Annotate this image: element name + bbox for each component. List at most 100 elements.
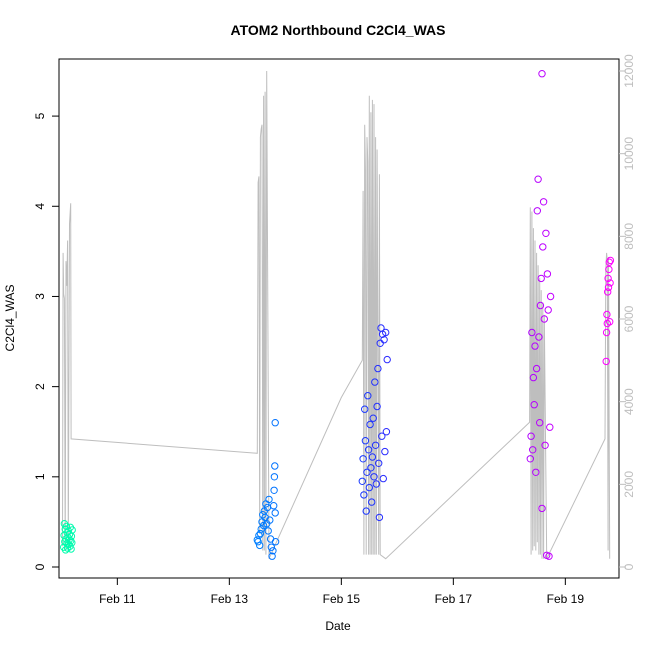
data-point: [535, 333, 543, 341]
y-tick-label: 1: [33, 473, 47, 480]
data-point: [604, 288, 612, 296]
data-point: [373, 402, 381, 411]
data-point: [364, 446, 373, 454]
data-point: [271, 462, 279, 470]
data-point: [604, 283, 613, 292]
data-point: [266, 516, 274, 524]
data-point: [543, 270, 552, 278]
data-point: [605, 265, 613, 274]
data-point: [379, 474, 387, 483]
y2-tick-label: 10000: [622, 137, 636, 171]
data-point: [367, 464, 375, 472]
data-point: [372, 480, 380, 488]
data-point: [364, 392, 372, 400]
data-point: [530, 401, 538, 409]
data-point: [606, 279, 614, 287]
y2-tick-label: 4000: [622, 388, 636, 415]
data-point: [546, 423, 554, 431]
data-point: [361, 405, 369, 413]
x-axis-label: Date: [325, 619, 351, 633]
data-point: [270, 473, 279, 481]
data-point: [269, 547, 277, 555]
data-point: [527, 432, 535, 440]
right-y-axis: 0 2000 4000 6000 8000 10000 12000: [619, 54, 636, 570]
data-point: [602, 357, 610, 366]
data-point: [256, 529, 265, 538]
data-point: [371, 441, 380, 449]
x-tick-label: Feb 15: [323, 592, 361, 606]
data-point: [528, 328, 536, 337]
data-point: [538, 70, 546, 78]
data-point: [370, 473, 378, 481]
x-axis: Feb 11 Feb 13 Feb 15 Feb 17 Feb 19: [99, 578, 584, 606]
data-point: [381, 447, 389, 456]
data-point: [538, 504, 546, 513]
data-point: [265, 495, 273, 504]
data-point: [358, 477, 366, 485]
data-point: [540, 315, 548, 323]
y-tick-label: 0: [33, 563, 47, 570]
data-point: [383, 355, 391, 364]
y-tick-label: 4: [33, 203, 47, 210]
data-point: [542, 229, 550, 238]
data-point: [360, 491, 368, 499]
y2-tick-label: 6000: [622, 305, 636, 332]
data-point: [68, 526, 76, 534]
data-point: [271, 419, 279, 427]
data-points-layer: [60, 70, 615, 560]
altitude-line-layer: [62, 70, 611, 560]
data-point: [378, 432, 386, 440]
y-axis-label: C2Cl4_WAS: [3, 285, 17, 352]
data-point: [544, 306, 552, 314]
data-point: [380, 336, 388, 344]
data-point: [271, 509, 279, 517]
data-point: [603, 319, 611, 328]
data-point: [382, 428, 391, 436]
data-point: [361, 437, 370, 445]
data-point: [604, 274, 612, 283]
data-point: [529, 446, 537, 454]
data-point: [541, 441, 549, 449]
x-tick-label: Feb 17: [435, 592, 473, 606]
data-point: [606, 256, 615, 265]
data-point: [532, 364, 541, 373]
data-point: [369, 414, 377, 422]
y-axis: 0 1 2 3 4 5: [33, 112, 59, 570]
data-point: [529, 373, 538, 382]
data-point: [533, 207, 541, 215]
altitude-series-line: [62, 70, 611, 560]
data-point: [63, 544, 72, 552]
data-point: [531, 342, 539, 350]
data-point: [363, 468, 371, 476]
data-point: [546, 292, 555, 301]
data-point: [371, 378, 379, 386]
data-point: [526, 455, 534, 463]
y-tick-label: 5: [33, 112, 47, 119]
x-tick-label: Feb 13: [211, 592, 249, 606]
chart-title: ATOM2 Northbound C2Cl4_WAS: [231, 22, 446, 38]
y2-tick-label: 12000: [622, 54, 636, 88]
data-point: [359, 455, 367, 463]
data-point: [264, 527, 272, 535]
data-point: [537, 274, 545, 283]
data-point: [375, 513, 384, 522]
data-point: [539, 198, 548, 206]
data-point: [368, 453, 377, 461]
data-point: [366, 420, 374, 429]
y2-tick-label: 8000: [622, 223, 636, 250]
data-point: [375, 459, 383, 467]
data-point: [368, 498, 376, 506]
x-tick-label: Feb 19: [547, 592, 585, 606]
data-point: [532, 468, 540, 476]
data-point: [270, 502, 278, 510]
data-point: [534, 175, 542, 183]
data-point: [268, 552, 276, 560]
data-point: [267, 543, 275, 551]
data-point: [603, 310, 611, 319]
data-point: [270, 486, 278, 494]
data-point: [545, 552, 553, 560]
data-point: [536, 419, 544, 427]
data-point: [255, 531, 263, 540]
data-point: [539, 243, 547, 251]
